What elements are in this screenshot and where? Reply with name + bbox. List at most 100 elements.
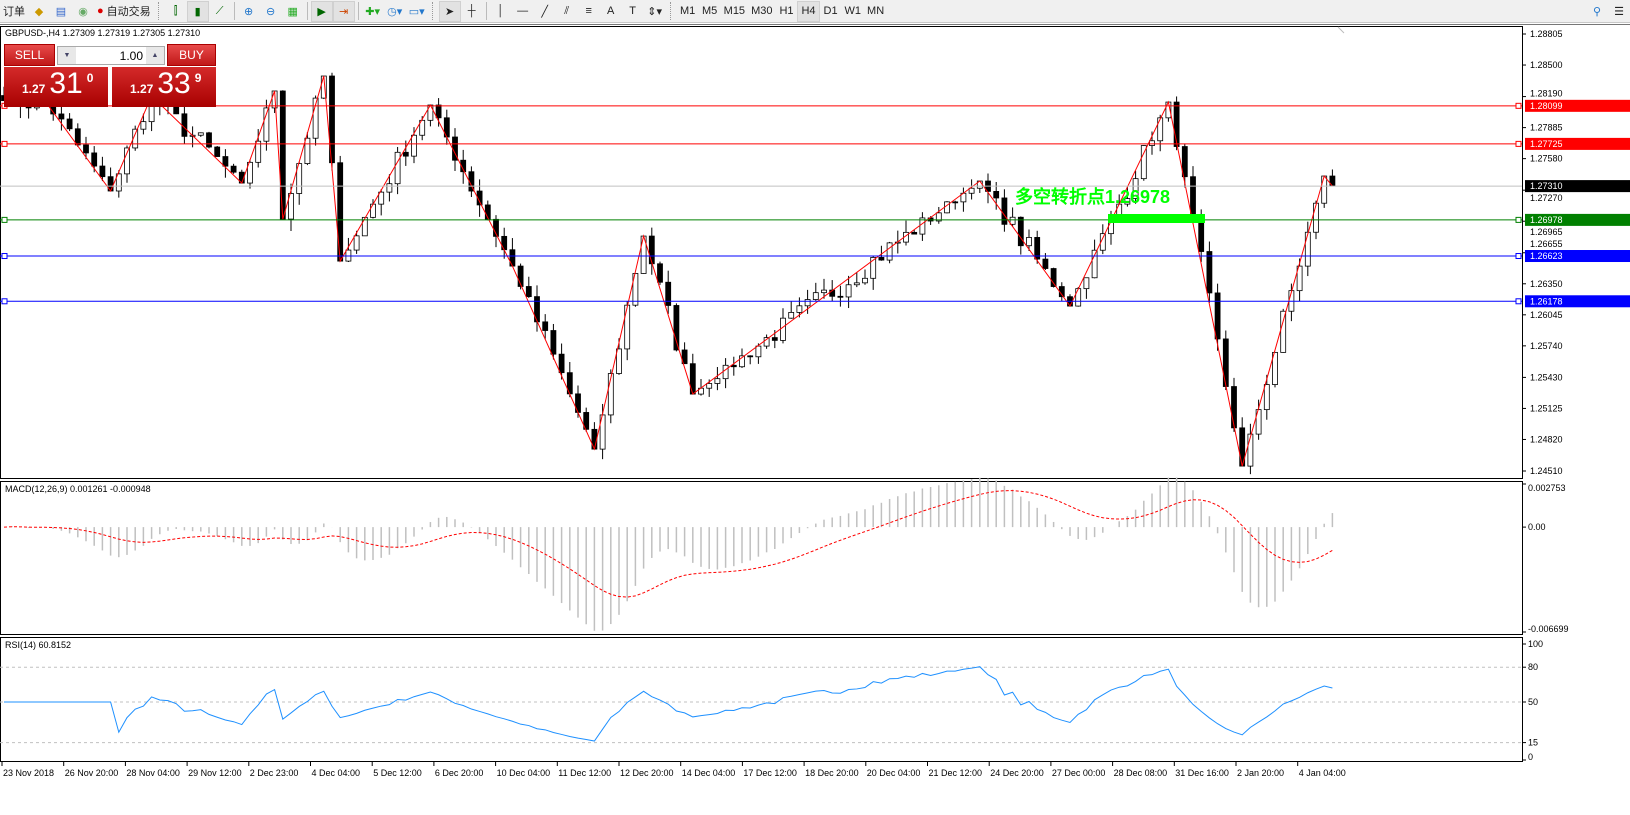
time-axis-label: 2 Dec 23:00 (250, 768, 299, 778)
candle (304, 137, 311, 164)
sell-price[interactable]: 1.27 31 0 (4, 67, 108, 107)
navigator-icon[interactable]: ▤ (55, 5, 67, 18)
timeframe-d1[interactable]: D1 (823, 5, 838, 17)
level-handle (1, 298, 8, 305)
level-price-label: 1.27725 (1530, 139, 1563, 149)
toolbar-separator (306, 2, 308, 20)
time-axis-label: 27 Dec 00:00 (1052, 768, 1106, 778)
time-axis-label: 23 Nov 2018 (3, 768, 54, 778)
candle (402, 151, 409, 157)
candle (706, 383, 713, 389)
text-label-icon[interactable]: T (629, 5, 637, 17)
toolbar-grip[interactable] (157, 2, 161, 20)
lot-decrease-button[interactable]: ▼ (58, 47, 76, 64)
macd-axis-label: 0.002753 (1528, 483, 1566, 493)
level-price-label: 1.26623 (1530, 251, 1563, 261)
market-watch-icon[interactable]: ◆ (34, 5, 44, 18)
current-price-badge (1525, 180, 1630, 193)
search-icon[interactable]: ⚲ (1592, 5, 1602, 18)
time-axis-label: 10 Dec 04:00 (497, 768, 551, 778)
time-axis-label: 28 Dec 08:00 (1114, 768, 1168, 778)
price-axis-label: 1.25125 (1530, 403, 1563, 413)
sell-button[interactable]: SELL (4, 44, 55, 66)
candle (714, 378, 721, 384)
candle (1042, 258, 1049, 269)
chart-canvas[interactable]: 1.288051.285001.281901.278851.275801.272… (0, 25, 1630, 815)
time-axis-label: 26 Nov 20:00 (65, 768, 119, 778)
menu-icon[interactable]: ☰ (1614, 5, 1624, 18)
timeframe-h1[interactable]: H1 (779, 5, 794, 17)
current-price-label: 1.27310 (1530, 181, 1563, 191)
timeframe-m5[interactable]: M5 (702, 5, 718, 17)
candle (460, 159, 467, 173)
candlestick-icon[interactable]: ▮ (186, 0, 209, 22)
candle (386, 183, 393, 193)
arrows-icon[interactable]: ⇕▾ (647, 5, 663, 18)
timeframe-m15[interactable]: M15 (723, 5, 746, 17)
auto-scroll-icon[interactable]: ▶ (310, 0, 333, 22)
time-axis-label: 5 Dec 12:00 (373, 768, 422, 778)
buy-price-big: 33 (157, 67, 191, 100)
equidistant-channel-icon[interactable]: ⫽ (564, 4, 570, 17)
candle (878, 257, 885, 261)
horizontal-line-icon[interactable]: — (517, 5, 529, 17)
timeframe-mn[interactable]: MN (867, 5, 885, 17)
candle (1091, 249, 1098, 279)
candle (1026, 237, 1032, 247)
buy-button[interactable]: BUY (167, 44, 216, 66)
time-axis-label: 17 Dec 12:00 (743, 768, 797, 778)
lot-increase-button[interactable]: ▲ (146, 47, 164, 64)
time-axis-label: 4 Jan 04:00 (1299, 768, 1346, 778)
text-icon[interactable]: A (606, 5, 615, 17)
candle (845, 284, 852, 298)
indicators-icon[interactable]: ✚▾ (365, 5, 381, 18)
time-axis-label: 21 Dec 12:00 (929, 768, 983, 778)
time-axis-label: 4 Dec 04:00 (312, 768, 361, 778)
toolbar-grip[interactable] (431, 2, 435, 20)
rsi-label: RSI(14) 60.8152 (5, 640, 71, 650)
bar-chart-icon[interactable]: ⫿ (173, 4, 178, 17)
timeframe-h4[interactable]: H4 (797, 0, 820, 22)
lot-size-input[interactable]: 1.00 (119, 48, 143, 63)
new-order-button[interactable]: 订单 (3, 6, 25, 18)
timeframe-m30[interactable]: M30 (751, 5, 773, 17)
candle (353, 235, 360, 251)
lot-size-stepper[interactable]: ▼ 1.00 ▲ (57, 46, 165, 65)
signal-icon[interactable]: ◉ (78, 5, 88, 18)
candle (493, 218, 499, 237)
chart-shift-icon[interactable]: ⇥ (332, 0, 355, 22)
time-axis-label: 12 Dec 20:00 (620, 768, 674, 778)
zoom-out-icon[interactable]: ⊖ (266, 5, 276, 18)
candle (1034, 237, 1041, 260)
zoom-in-icon[interactable]: ⊕ (244, 5, 254, 18)
macd-pane (0, 481, 1523, 635)
time-axis-label: 24 Dec 20:00 (990, 768, 1044, 778)
auto-trading-icon: ● (97, 5, 104, 17)
candle (1181, 146, 1188, 178)
candle (1132, 178, 1139, 199)
auto-trading-button[interactable]: ● 自动交易 (94, 1, 154, 22)
price-axis-label: 1.28190 (1530, 89, 1563, 99)
fibonacci-icon[interactable]: ≡ (585, 5, 592, 17)
candle (788, 312, 795, 319)
line-chart-icon[interactable]: ⟋ (215, 4, 224, 17)
candle (755, 345, 762, 358)
trendline-icon[interactable]: ╱ (541, 5, 548, 18)
candle (607, 373, 614, 416)
price-axis-label: 1.26655 (1530, 239, 1563, 249)
timeframe-w1[interactable]: W1 (844, 5, 862, 17)
tile-windows-icon[interactable]: ▦ (287, 5, 298, 18)
vertical-line-icon[interactable]: │ (497, 5, 505, 17)
cursor-icon[interactable]: ➤ (438, 0, 461, 22)
time-axis-label: 18 Dec 20:00 (805, 768, 859, 778)
toolbar-separator (233, 2, 235, 20)
periods-clock-icon[interactable]: ◷▾ (387, 5, 403, 18)
timeframe-m1[interactable]: M1 (680, 5, 696, 17)
crosshair-icon[interactable]: ┼ (467, 5, 476, 17)
chart-window[interactable]: 1.28805 1.28500 1.28190 1.27885 1.27580 1.272… (0, 24, 1630, 814)
candle (501, 235, 508, 251)
candle (525, 286, 532, 298)
toolbar-grip[interactable] (669, 2, 673, 20)
buy-price[interactable]: 1.27 33 9 (112, 67, 216, 107)
templates-icon[interactable]: ▭▾ (408, 5, 425, 18)
